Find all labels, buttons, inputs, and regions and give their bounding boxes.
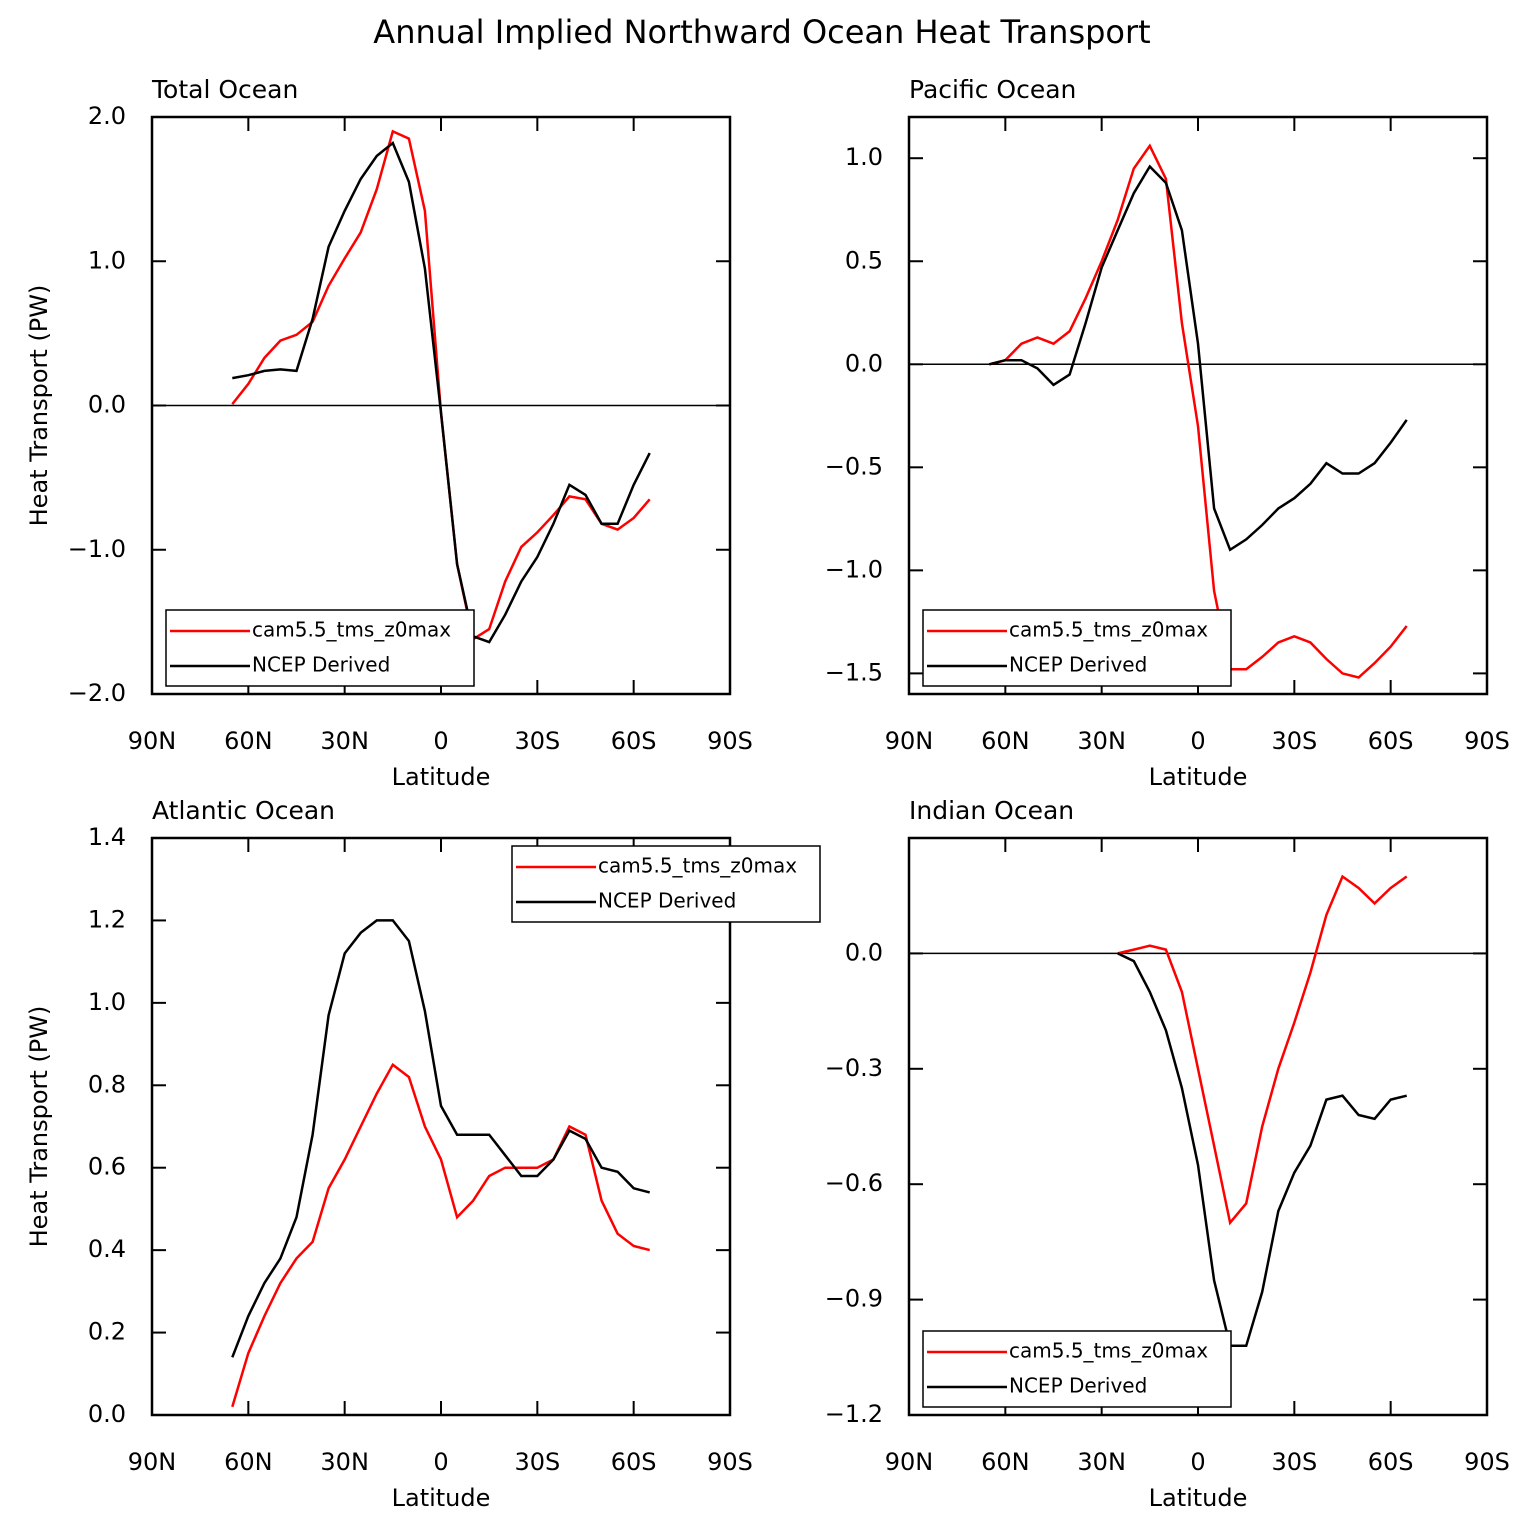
plot-frame — [907, 115, 1489, 696]
panel-title: Pacific Ocean — [909, 75, 1076, 104]
x-tick-label: 0 — [433, 1448, 448, 1476]
legend-label: NCEP Derived — [1009, 653, 1147, 677]
y-tick-label: −1.2 — [825, 1400, 883, 1428]
x-tick-label: 0 — [433, 727, 448, 755]
x-tick-label: 90N — [128, 727, 177, 755]
x-tick-label: 30N — [320, 727, 369, 755]
x-tick-label: 60S — [611, 727, 657, 755]
y-tick-label: 0.5 — [845, 246, 883, 274]
panel: Total Ocean 90N 60N 30N 0 30S 60S 90S 2.0 1.0 0.0 −… — [25, 75, 753, 791]
y-tick-label: 1.4 — [88, 823, 126, 851]
x-tick-label: 30S — [514, 727, 560, 755]
x-tick-label: 90N — [885, 727, 934, 755]
x-tick-label: 60N — [981, 727, 1030, 755]
x-tick-label: 60S — [1368, 727, 1414, 755]
x-tick-label: 0 — [1190, 1448, 1205, 1476]
y-tick-label: 0.0 — [845, 938, 883, 966]
series-line — [232, 140, 651, 644]
y-tick-label: −0.6 — [825, 1169, 883, 1197]
panel-title: Atlantic Ocean — [152, 796, 335, 825]
x-tick-label: 60N — [224, 727, 273, 755]
legend-box — [922, 609, 1232, 687]
x-tick-label: 30S — [1271, 727, 1317, 755]
series-line — [231, 919, 651, 1358]
x-tick-label: 90S — [1464, 1448, 1510, 1476]
y-tick-label: −1.0 — [68, 535, 126, 563]
x-tick-label: 90N — [885, 1448, 934, 1476]
legend-label: NCEP Derived — [1009, 1374, 1147, 1398]
x-tick-label: 60S — [611, 1448, 657, 1476]
y-tick-label: 1.0 — [88, 246, 126, 274]
series-line — [231, 129, 651, 642]
panel: Atlantic Ocean 90N 60N 30N 0 30S 60S 90S 0.0 0.2 0… — [25, 796, 821, 1512]
legend-label: cam5.5_tms_z0max — [1009, 618, 1208, 642]
y-tick-label: 0.4 — [88, 1235, 126, 1263]
y-axis-label: Heat Transport (PW) — [25, 285, 53, 527]
legend-label: NCEP Derived — [598, 889, 736, 913]
x-axis-label: Latitude — [1149, 1484, 1248, 1512]
figure-title: Annual Implied Northward Ocean Heat Tran… — [373, 13, 1150, 51]
y-tick-label: 0.0 — [845, 349, 883, 377]
legend-box — [511, 845, 821, 923]
y-tick-label: 2.0 — [88, 102, 126, 130]
y-tick-label: 0.0 — [88, 1400, 126, 1428]
legend-box — [165, 609, 475, 687]
x-tick-label: 30N — [1077, 727, 1126, 755]
series-line — [988, 164, 1408, 552]
panel-title: Indian Ocean — [909, 796, 1074, 825]
x-axis-label: Latitude — [392, 1484, 491, 1512]
x-tick-label: 30N — [1077, 1448, 1126, 1476]
x-tick-label: 60N — [224, 1448, 273, 1476]
legend-label: cam5.5_tms_z0max — [252, 618, 451, 642]
x-tick-label: 90S — [707, 727, 753, 755]
y-tick-label: 0.8 — [88, 1070, 126, 1098]
panel: Indian Ocean 90N 60N 30N 0 30S 60S 90S 0.0 −0.3 −0… — [825, 796, 1510, 1512]
series-line — [988, 143, 1408, 679]
x-tick-label: 90N — [128, 1448, 177, 1476]
x-tick-label: 60S — [1368, 1448, 1414, 1476]
x-tick-label: 90S — [707, 1448, 753, 1476]
legend-label: cam5.5_tms_z0max — [1009, 1339, 1208, 1363]
y-tick-label: −1.5 — [825, 658, 883, 686]
y-tick-label: 0.2 — [88, 1318, 126, 1346]
plot-frame — [907, 836, 1489, 1417]
x-tick-label: 30S — [514, 1448, 560, 1476]
series-line — [1117, 874, 1408, 1226]
x-axis-label: Latitude — [392, 763, 491, 791]
plot-frame — [150, 115, 732, 696]
x-axis-label: Latitude — [1149, 763, 1248, 791]
legend-label: cam5.5_tms_z0max — [598, 854, 797, 878]
panel: Pacific Ocean 90N 60N 30N 0 30S 60S 90S 1.0 0.5 0.… — [825, 75, 1510, 791]
x-tick-label: 30S — [1271, 1448, 1317, 1476]
y-tick-label: 0.0 — [88, 391, 126, 419]
series-line — [1117, 952, 1407, 1348]
legend-box — [922, 1330, 1232, 1408]
y-axis-label: Heat Transport (PW) — [25, 1006, 53, 1248]
y-tick-label: −2.0 — [68, 679, 126, 707]
plot-frame — [150, 836, 732, 1417]
x-tick-label: 30N — [320, 1448, 369, 1476]
legend-label: NCEP Derived — [252, 653, 390, 677]
x-tick-label: 0 — [1190, 727, 1205, 755]
y-tick-label: 1.0 — [88, 988, 126, 1016]
x-tick-label: 90S — [1464, 727, 1510, 755]
y-tick-label: 0.6 — [88, 1153, 126, 1181]
y-tick-label: −0.9 — [825, 1285, 883, 1313]
y-tick-label: −1.0 — [825, 555, 883, 583]
panel-title: Total Ocean — [151, 75, 298, 104]
y-tick-label: −0.3 — [825, 1054, 883, 1082]
x-tick-label: 60N — [981, 1448, 1030, 1476]
y-tick-label: 1.0 — [845, 143, 883, 171]
y-tick-label: −0.5 — [825, 452, 883, 480]
series-line — [231, 1062, 651, 1408]
y-tick-label: 1.2 — [88, 905, 126, 933]
